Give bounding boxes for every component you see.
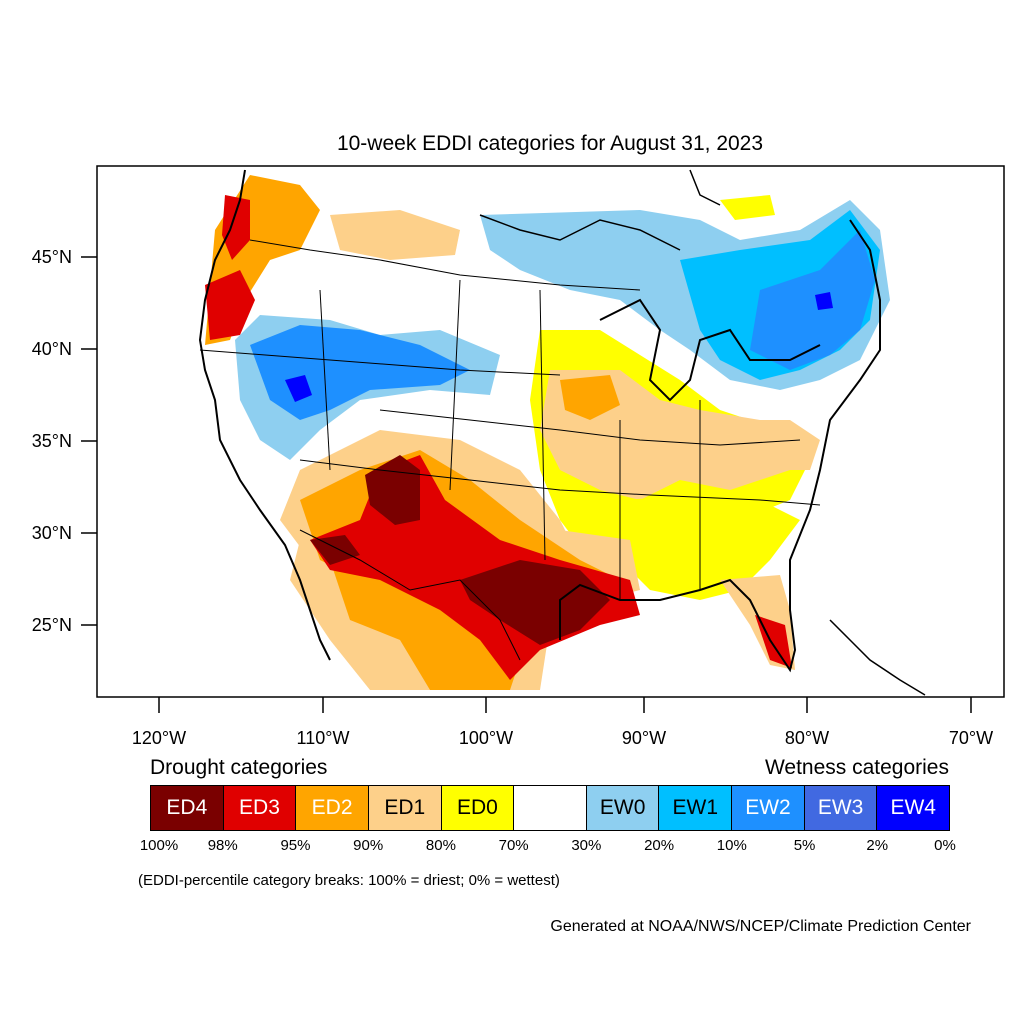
legend-cell-neutral [513, 785, 587, 831]
legend-cell-ed0: ED0 [440, 785, 515, 831]
legend-cell-ed1: ED1 [367, 785, 442, 831]
region-southeast-ed0 [620, 495, 800, 600]
map-outlines [198, 169, 926, 696]
region-canada-ed0 [720, 195, 775, 220]
legend-percentile: 100% [139, 837, 179, 854]
lat-label-35: 35°N [32, 431, 72, 451]
map-title: 10-week EDDI categories for August 31, 2… [336, 132, 764, 155]
legend-color-bar: ED4 ED3 ED2 ED1 ED0 EW0 EW1 EW2 EW3 EW4 [150, 785, 951, 831]
legend-percentile: 30% [571, 837, 602, 854]
legend-percentile: 20% [644, 837, 675, 854]
wetness-categories-heading: Wetness categories [764, 756, 949, 779]
legend-percentile: 95% [280, 837, 311, 854]
lon-label-110: 110°W [297, 728, 350, 748]
map-frame [96, 165, 1005, 698]
legend-percentile: 0% [934, 837, 956, 854]
legend-cell-ew0: EW0 [585, 785, 660, 831]
legend-cell-ed4: ED4 [150, 785, 224, 831]
legend-cell-ew1: EW1 [658, 785, 733, 831]
drought-categories-heading: Drought categories [150, 756, 328, 779]
eddi-map: 45°N 40°N 35°N 30°N 25°N 120°W 110°W 100… [32, 165, 1005, 748]
credit-line: Generated at NOAA/NWS/NCEP/Climate Predi… [550, 918, 971, 935]
lon-ticks [158, 697, 972, 713]
map-fields [97, 166, 1004, 697]
region-ne-ew2 [750, 230, 875, 370]
lon-label-80: 80°W [785, 728, 829, 748]
lon-label-120: 120°W [132, 728, 186, 748]
legend-cell-ed2: ED2 [295, 785, 369, 831]
region-oregon-ed3 [205, 270, 255, 340]
lat-label-25: 25°N [32, 615, 72, 635]
legend-cell-ew4: EW4 [876, 785, 951, 831]
legend-percentile: 5% [793, 837, 816, 854]
legend-percentile: 70% [498, 837, 529, 854]
region-wa-ed3 [222, 195, 250, 260]
legend-percentile: 10% [716, 837, 747, 854]
region-ne-ew4 [815, 292, 833, 310]
region-texas-ed4 [460, 560, 610, 645]
lon-label-70: 70°W [949, 728, 993, 748]
legend-cell-ew2: EW2 [731, 785, 805, 831]
region-midatlantic-ed1 [730, 420, 820, 470]
legend-cell-ew3: EW3 [803, 785, 878, 831]
region-utah-ew4 [285, 375, 312, 402]
legend-percentile: 90% [353, 837, 384, 854]
legend-note: (EDDI-percentile category breaks: 100% =… [138, 872, 560, 889]
lat-label-45: 45°N [32, 247, 72, 267]
region-iowa-ed2 [560, 375, 620, 420]
lon-label-90: 90°W [622, 728, 666, 748]
lat-label-30: 30°N [32, 523, 72, 543]
region-nrockies-ed1 [330, 210, 460, 260]
lat-ticks [81, 256, 97, 626]
legend-percentile: 80% [425, 837, 456, 854]
legend-cell-ed3: ED3 [222, 785, 297, 831]
legend-percentile: 2% [866, 837, 889, 854]
region-az-ed4 [310, 535, 360, 565]
lon-label-100: 100°W [459, 728, 513, 748]
legend-percentile: 98% [207, 837, 238, 854]
lat-label-40: 40°N [32, 339, 72, 359]
